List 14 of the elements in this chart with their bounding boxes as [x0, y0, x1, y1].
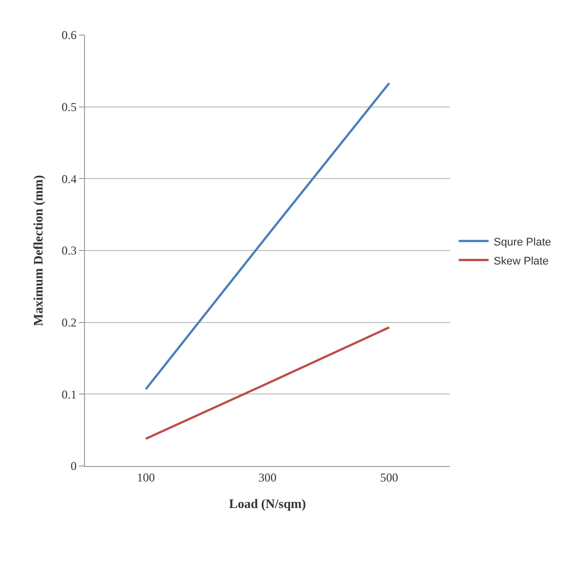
y-axis-title: Maximum Deflection (mm) — [30, 175, 46, 326]
x-tick-label: 100 — [136, 470, 155, 484]
x-tick-label: 300 — [258, 470, 276, 484]
y-tick-label: 0.2 — [62, 316, 77, 330]
y-tick-label: 0.4 — [62, 172, 77, 186]
x-tick-label: 500 — [380, 470, 398, 484]
x-axis-title: Load (N/sqm) — [229, 496, 306, 511]
y-tick-label: 0.6 — [62, 28, 77, 42]
y-tick-label: 0 — [70, 459, 77, 474]
y-tick-label: 0.1 — [62, 387, 77, 402]
legend-label: Squre Plate — [494, 236, 552, 248]
y-tick-label: 0.3 — [62, 244, 77, 258]
legend-label: Skew Plate — [494, 255, 549, 268]
y-tick-label: 0.5 — [62, 100, 77, 114]
